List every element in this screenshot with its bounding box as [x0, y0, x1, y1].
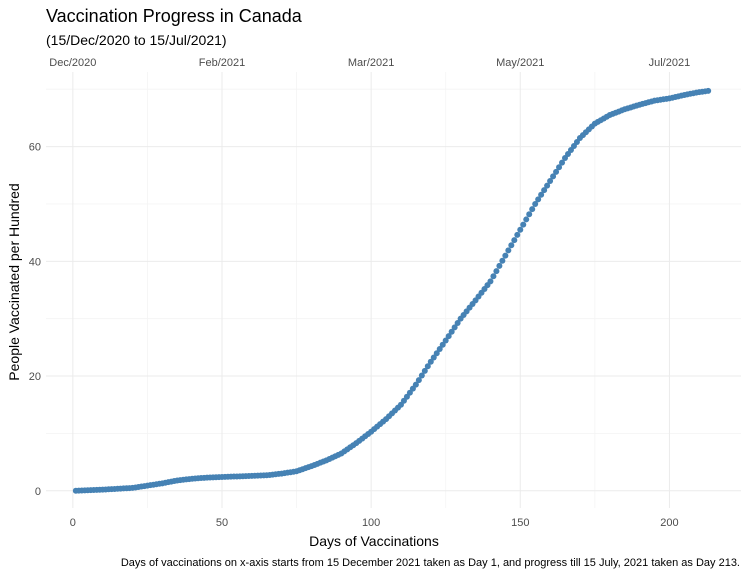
data-point [535, 196, 542, 203]
top-date-label: Dec/2020 [49, 57, 96, 69]
x-tick-label: 50 [216, 517, 228, 529]
data-point [520, 221, 527, 228]
data-point [547, 178, 554, 184]
y-tick-label: 60 [29, 142, 41, 154]
x-tick-label: 200 [660, 517, 678, 529]
data-point [529, 206, 536, 213]
data-point [532, 200, 539, 207]
data-point [511, 237, 518, 244]
data-point [445, 333, 452, 340]
data-point [496, 262, 503, 269]
x-tick-label: 0 [70, 517, 76, 529]
chart-subtitle: (15/Dec/2020 to 15/Jul/2021) [46, 32, 227, 48]
data-point [705, 87, 712, 94]
data-point [448, 328, 455, 335]
data-point [442, 337, 449, 344]
top-date-label: May/2021 [496, 57, 544, 69]
x-tick-label: 150 [511, 517, 529, 529]
data-point [505, 247, 512, 254]
data-point [556, 164, 563, 171]
data-point [451, 324, 458, 331]
data-point [454, 320, 461, 327]
data-point [430, 354, 437, 361]
x-axis-title: Days of Vaccinations [309, 533, 439, 549]
data-point [433, 350, 440, 357]
data-point [421, 367, 428, 374]
chart-title: Vaccination Progress in Canada [46, 6, 303, 26]
top-date-label: Feb/2021 [199, 57, 245, 69]
grid-lines [46, 72, 741, 508]
data-point [436, 345, 443, 352]
data-point [544, 182, 551, 189]
top-date-label: Jul/2021 [649, 57, 691, 69]
data-point [538, 191, 545, 198]
data-point [508, 242, 515, 249]
data-point [412, 381, 419, 388]
x-tick-label: 100 [362, 517, 380, 529]
data-point [427, 358, 434, 365]
y-tick-label: 20 [29, 371, 41, 383]
data-point [541, 187, 548, 194]
data-point [514, 231, 521, 238]
data-point [517, 226, 524, 233]
data-point [415, 377, 422, 384]
data-point [502, 252, 509, 259]
data-point [559, 159, 566, 166]
data-point [424, 363, 431, 370]
data-point [523, 216, 530, 223]
y-tick-label: 0 [35, 486, 41, 498]
data-point [490, 273, 497, 280]
data-point [418, 372, 425, 379]
y-axis-title: People Vaccinated per Hundred [6, 183, 22, 380]
data-point [493, 268, 500, 275]
y-axis-ticks: 0 20 40 60 [29, 142, 41, 498]
data-point [499, 257, 506, 264]
x-axis-ticks: 0 50 100 150 200 [70, 517, 679, 529]
top-date-axis: Dec/2020 Feb/2021 Mar/2021 May/2021 Jul/2021 [49, 57, 690, 69]
data-point [439, 341, 446, 348]
data-points [72, 87, 712, 494]
top-date-label: Mar/2021 [348, 57, 394, 69]
data-point [553, 168, 560, 175]
data-point [550, 173, 557, 180]
y-tick-label: 40 [29, 256, 41, 268]
chart-caption: Days of vaccinations on x-axis starts fr… [121, 557, 740, 569]
data-point [526, 211, 533, 218]
data-point [487, 278, 494, 285]
